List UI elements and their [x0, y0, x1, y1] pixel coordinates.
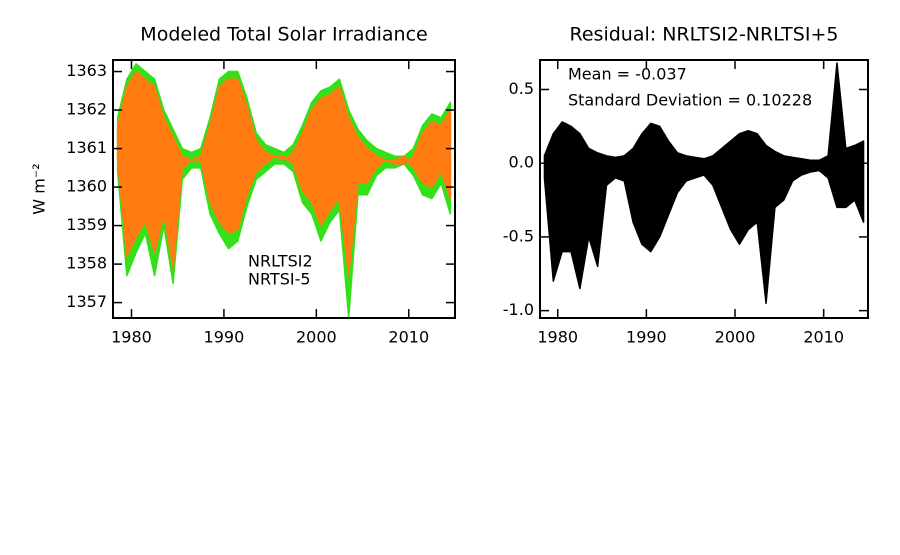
annotation: Mean = -0.037 — [568, 65, 687, 84]
x-tick-label: 1980 — [537, 328, 578, 347]
x-tick-label: 2010 — [388, 328, 429, 347]
series-range — [543, 62, 865, 305]
y-tick-label: 1363 — [66, 61, 107, 80]
legend-entry: NRLTSI2 — [248, 252, 313, 271]
y-tick-label: 1359 — [66, 215, 107, 234]
y-tick-label: -1.0 — [503, 300, 534, 319]
x-tick-label: 1990 — [626, 328, 667, 347]
y-tick-label: 1362 — [66, 100, 107, 119]
y-tick-label: 0.5 — [509, 79, 534, 98]
legend-entry: NRTSI-5 — [248, 270, 311, 289]
x-tick-label: 2000 — [296, 328, 337, 347]
y-tick-label: 1358 — [66, 254, 107, 273]
y-tick-label: -0.5 — [503, 226, 534, 245]
plot-frame — [112, 59, 456, 319]
y-axis-label: W m⁻² — [30, 163, 49, 214]
y-tick-label: 1361 — [66, 138, 107, 157]
y-tick-label: 1360 — [66, 177, 107, 196]
chart-title: Residual: NRLTSI2-NRLTSI+5 — [570, 24, 839, 46]
x-tick-label: 1990 — [204, 328, 245, 347]
annotation: Standard Deviation = 0.10228 — [568, 91, 812, 110]
series-range — [116, 70, 452, 277]
x-tick-label: 1980 — [111, 328, 152, 347]
x-tick-label: 2010 — [803, 328, 844, 347]
y-tick-label: 0.0 — [509, 153, 534, 172]
x-tick-label: 2000 — [715, 328, 756, 347]
y-tick-label: 1357 — [66, 292, 107, 311]
chart-title: Modeled Total Solar Irradiance — [140, 24, 427, 46]
plot-frame — [539, 59, 869, 319]
